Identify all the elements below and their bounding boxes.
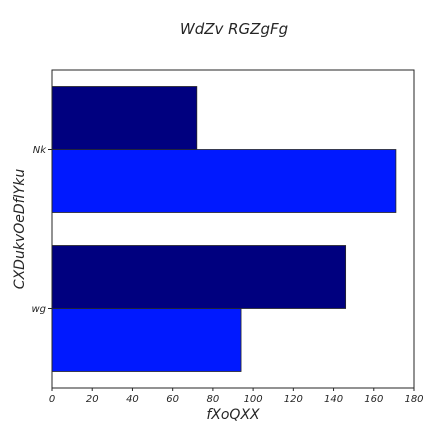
bar-wg-series-2 — [51, 308, 242, 372]
x-tick-label: 40 — [126, 394, 139, 405]
plot-frame — [51, 69, 415, 389]
x-axis-ticks: 0 20 40 60 80 100 120 140 160 180 — [49, 388, 424, 405]
y-axis-ticks: Nk wg — [31, 145, 52, 315]
x-tick-label: 0 — [49, 394, 55, 405]
x-tick-label: 160 — [364, 394, 383, 405]
x-tick-label: 80 — [207, 394, 220, 405]
bar-wg-series-1 — [51, 245, 347, 309]
y-tick-label: Nk — [33, 145, 47, 156]
x-tick-label: 120 — [284, 394, 303, 405]
y-axis-label: CXDukvOeDfIYku — [12, 169, 28, 290]
bar-Nk-series-1 — [51, 86, 198, 150]
x-axis-label: fXoQXX — [206, 407, 260, 423]
bar-Nk-series-2 — [51, 149, 397, 213]
x-tick-label: 100 — [244, 394, 263, 405]
bars-layer — [51, 86, 397, 372]
x-tick-label: 60 — [166, 394, 179, 405]
x-tick-label: 20 — [86, 394, 99, 405]
chart-title: WdZv RGZgFg — [180, 20, 288, 38]
x-tick-label: 180 — [404, 394, 423, 405]
y-tick-label: wg — [31, 304, 46, 315]
x-tick-label: 140 — [324, 394, 343, 405]
